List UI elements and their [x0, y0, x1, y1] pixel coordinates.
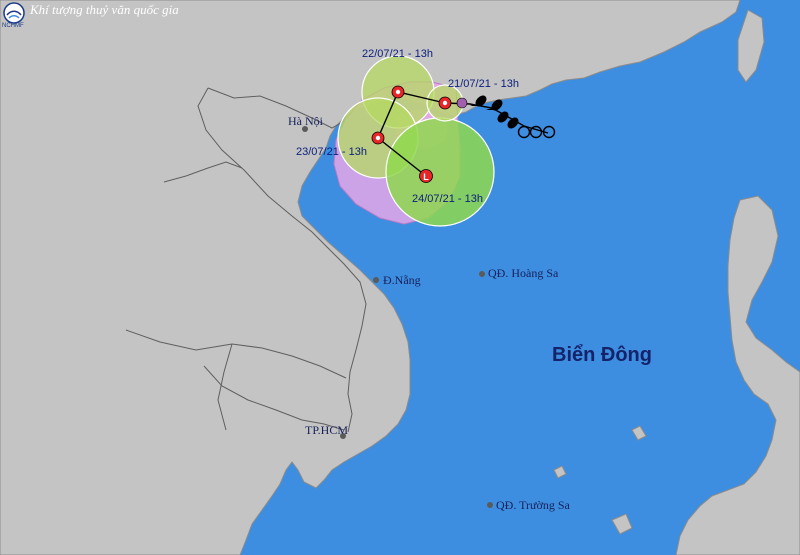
past-storm-icon: [507, 117, 519, 129]
forecast-label-23: 23/07/21 - 13h: [296, 146, 367, 158]
tropical-depression-icon: [391, 85, 405, 99]
forecast-label-22: 22/07/21 - 13h: [362, 48, 433, 60]
past-position-marker: [542, 125, 556, 139]
storm-current-icon: [438, 96, 468, 110]
taiwan-island: [737, 9, 765, 83]
island-small-2: [553, 465, 567, 479]
island-label-hoangsa: QĐ. Hoàng Sa: [488, 266, 559, 280]
past-storm-icons: [470, 95, 519, 129]
forecast-track: [377, 91, 446, 177]
past-position-marker: [529, 125, 543, 139]
island-label-truongsa: QĐ. Trường Sa: [496, 498, 570, 512]
forecast-label-24: 24/07/21 - 13h: [412, 193, 483, 205]
forecast-label-21: 21/07/21 - 13h: [448, 78, 519, 90]
low-pressure-symbol: L: [423, 172, 429, 182]
past-storm-icon: [470, 95, 487, 107]
past-storm-icon: [486, 99, 503, 111]
city-label-hcm: TP.HCM: [305, 423, 349, 437]
header-title: Khí tượng thuỷ văn quốc gia: [30, 2, 179, 17]
island-small-1: [611, 513, 633, 535]
risk-circle-24: [385, 117, 495, 227]
island-marker-truongsa: [487, 502, 493, 508]
city-marker-hanoi: [302, 126, 308, 132]
island-small-3: [631, 425, 647, 441]
low-pressure-icon: L: [419, 169, 433, 183]
sea-label: Biển Đông: [552, 344, 652, 366]
nchmf-logo-icon: [3, 2, 25, 24]
past-storm-icon: [497, 111, 509, 123]
island-marker-hoangsa: [479, 271, 485, 277]
country-borders: [125, 87, 367, 433]
past-position-marker: [517, 125, 531, 139]
logo-text: NCHMF: [2, 23, 24, 29]
mainland: [0, 0, 741, 555]
tropical-depression-icon: [371, 131, 385, 145]
city-label-danang: Đ.Nẵng: [383, 273, 421, 287]
city-marker-hcm: [340, 433, 346, 439]
city-marker-danang: [373, 277, 379, 283]
philippines: [675, 195, 800, 555]
city-label-hanoi: Hà Nội: [288, 114, 323, 128]
